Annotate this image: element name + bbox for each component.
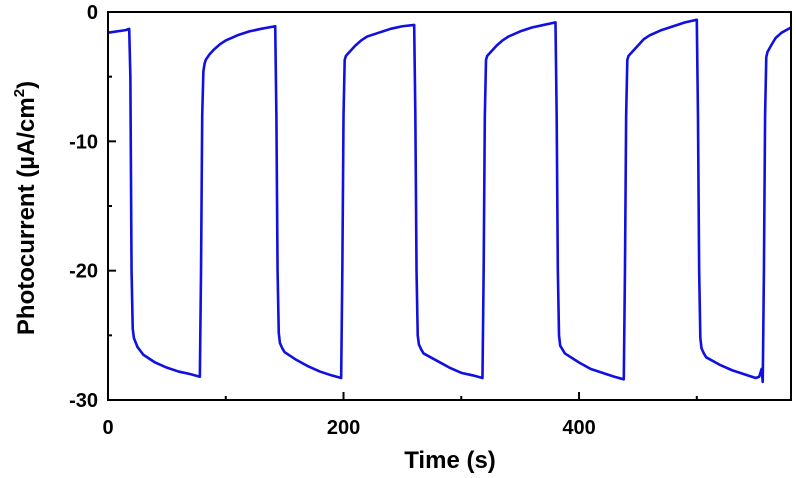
y-axis-title-superscript: 2 bbox=[11, 89, 28, 97]
y-axis-title: Photocurrent (µA/cm2) bbox=[11, 81, 40, 335]
y-axis-title-main: Photocurrent (µA/cm bbox=[13, 97, 40, 335]
x-axis-title: Time (s) bbox=[404, 447, 496, 474]
x-tick-label: 200 bbox=[327, 417, 360, 439]
x-tick-label: 400 bbox=[562, 417, 595, 439]
series-line-0 bbox=[107, 18, 792, 384]
y-tick-label: -20 bbox=[69, 261, 98, 283]
y-tick-label: -30 bbox=[69, 390, 98, 412]
y-tick-label: -10 bbox=[69, 131, 98, 153]
plot-frame bbox=[107, 11, 792, 401]
svg-text:Photocurrent (µA/cm2): Photocurrent (µA/cm2) bbox=[11, 81, 40, 335]
x-tick-label: 0 bbox=[102, 417, 113, 439]
y-tick-label: 0 bbox=[87, 2, 98, 24]
y-axis-title-close: ) bbox=[13, 81, 40, 89]
plot-area: 0 200 400 0 -10 -20 -30 bbox=[69, 2, 792, 439]
